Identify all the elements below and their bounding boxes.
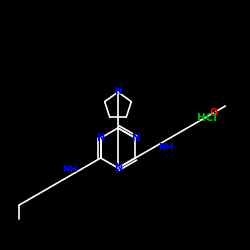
Text: O: O xyxy=(209,108,218,118)
Text: N: N xyxy=(114,88,122,96)
Text: N: N xyxy=(114,163,122,173)
Text: N: N xyxy=(96,133,105,143)
Text: N: N xyxy=(131,133,140,143)
Text: NH: NH xyxy=(158,142,174,152)
Text: NH: NH xyxy=(62,164,78,173)
Text: HCl: HCl xyxy=(197,113,217,123)
